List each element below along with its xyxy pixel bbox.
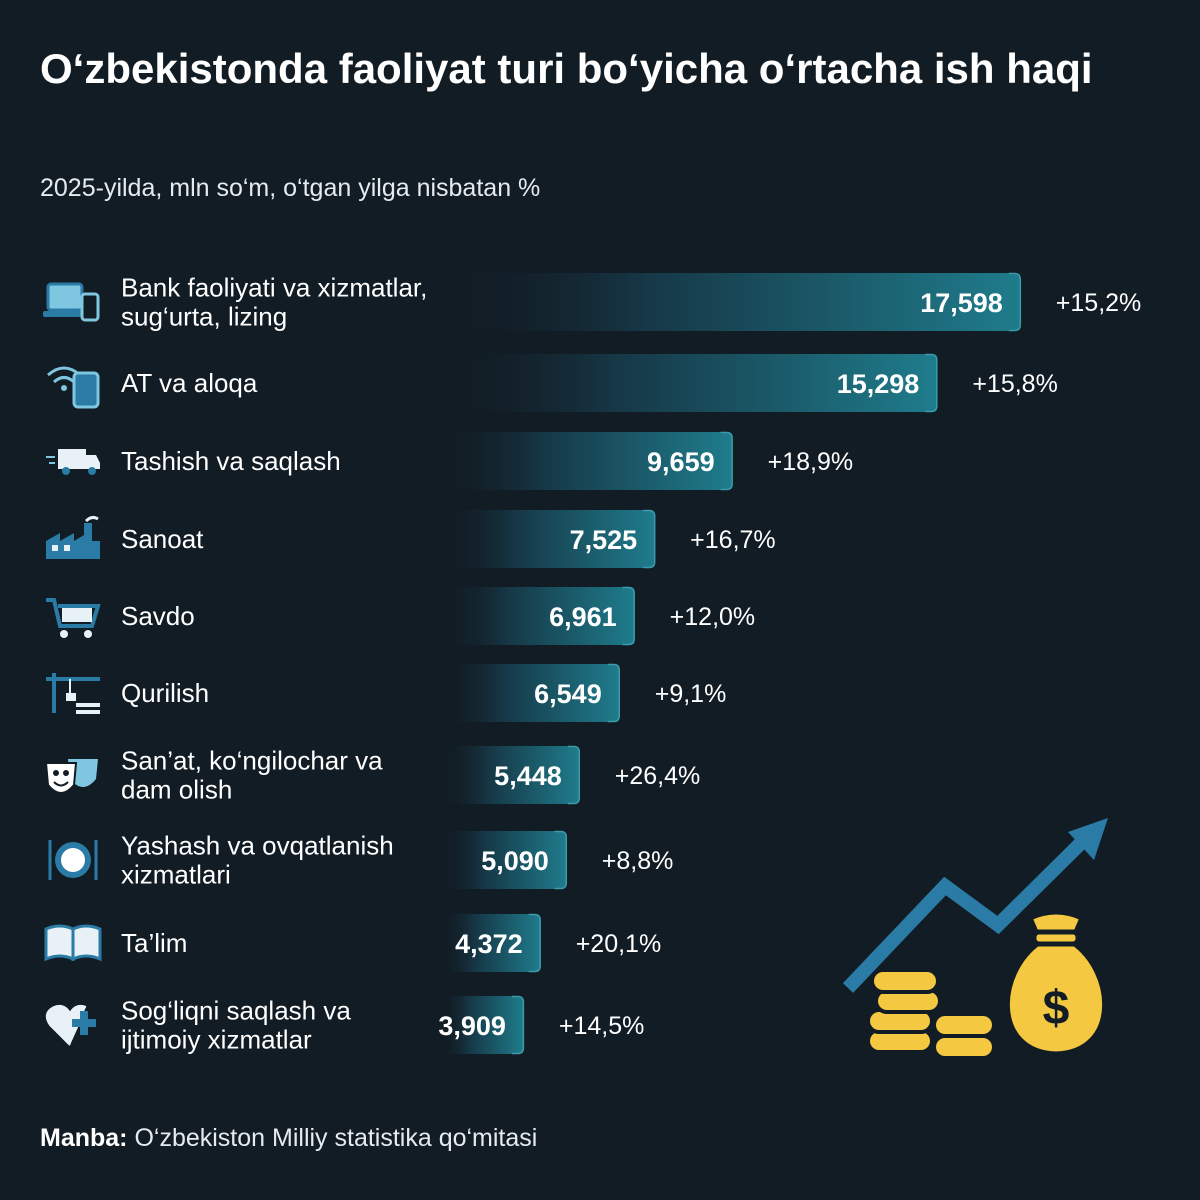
value-label: 6,549 [534,679,602,709]
wifi-phone-icon [47,366,100,409]
category-label: Bank faoliyati va xizmatlar, [121,273,427,303]
change-label: +20,1% [576,930,662,958]
source-prefix: Manba: [40,1124,128,1152]
chart-subtitle: 2025-yilda, mln so‘m, o‘tgan yilga nisba… [40,174,541,202]
change-label: +14,5% [559,1012,645,1040]
category-label: Qurilish [121,678,209,708]
bar-edge [511,995,525,1055]
change-label: +12,0% [670,603,756,631]
bar [440,831,567,889]
category-label: Sog‘liqni saqlash va [121,996,351,1026]
source-text: O‘zbekiston Milliy statistika qo‘mitasi [127,1124,538,1152]
plate-cutlery-icon [48,840,98,880]
coin-stacks-icon [866,968,996,1060]
book-icon [44,924,102,962]
value-label: 9,659 [647,447,715,477]
category-label: dam olish [121,775,232,805]
chart-title: O‘zbekistonda faoliyat turi bo‘yicha o‘r… [40,45,1093,92]
bar [440,746,580,804]
value-label: 7,525 [570,525,638,555]
category-label: sug‘urta, lizing [121,302,287,332]
change-label: +16,7% [690,526,776,554]
theater-masks-icon [44,759,98,794]
heart-cross-icon [45,1004,96,1046]
growth-arrow-icon [842,818,1108,993]
value-label: 6,961 [549,602,617,632]
category-label: xizmatlari [121,860,231,890]
value-label: 5,090 [481,846,549,876]
cart-icon [46,598,101,638]
factory-icon [46,515,100,559]
bar [440,432,733,490]
value-label: 17,598 [920,288,1003,318]
bar-edge [554,830,568,890]
bar [440,273,1021,331]
value-label: 5,448 [494,761,562,791]
category-label: AT va aloqa [121,368,258,398]
change-label: +15,8% [972,370,1058,398]
bar-edge [1008,272,1022,332]
bar [440,664,620,722]
category-label: Tashish va saqlash [121,446,341,476]
value-label: 4,372 [455,929,523,959]
change-label: +26,4% [615,762,701,790]
category-label: Yashash va ovqatlanish [121,831,394,861]
value-label: 3,909 [438,1011,506,1041]
truck-icon [46,449,100,475]
bar-edge [720,431,733,491]
change-label: +18,9% [768,448,854,476]
value-label: 15,298 [837,369,920,399]
bar-edge [607,663,620,723]
bar [440,996,524,1054]
money-bag-icon: $ [1004,909,1108,1057]
bar [440,914,541,972]
bar-edge [925,353,938,413]
laptop-phone-icon [43,282,100,322]
category-label: Ta’lim [121,928,187,958]
bar-edge [567,745,581,805]
bar [440,510,656,568]
category-label: ijtimoiy xizmatlar [121,1025,312,1055]
category-label: San’at, ko‘ngilochar va [121,746,383,776]
crane-icon [46,673,100,714]
bar-edge [528,913,541,973]
change-label: +15,2% [1056,289,1142,317]
category-label: Sanoat [121,524,204,554]
change-label: +8,8% [602,847,674,875]
bar [440,587,635,645]
bar [440,354,938,412]
svg-text:$: $ [1043,982,1070,1035]
change-label: +9,1% [655,680,727,708]
bar-edge [622,586,635,646]
category-label: Savdo [121,601,195,631]
bar-edge [643,509,656,569]
source-note: Manba: O‘zbekiston Milliy statistika qo‘… [40,1124,537,1153]
